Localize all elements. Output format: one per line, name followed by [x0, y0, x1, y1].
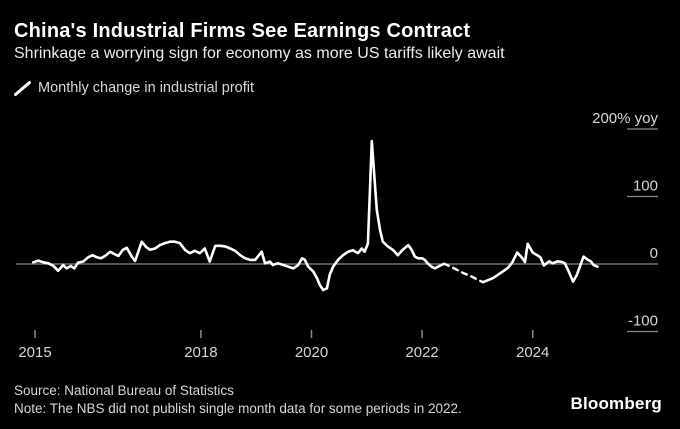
chart-title: China's Industrial Firms See Earnings Co…: [14, 20, 471, 42]
y-axis-label: 100: [633, 178, 658, 195]
x-axis-label: 2024: [516, 344, 549, 361]
y-axis-label: -100: [628, 313, 658, 330]
bloomberg-logo: Bloomberg: [570, 394, 662, 413]
x-axis-label: 2020: [295, 344, 328, 361]
x-axis-label: 2018: [184, 344, 217, 361]
profit-line-solid: [481, 242, 599, 284]
legend-label: Monthly change in industrial profit: [38, 80, 255, 96]
profit-line-dashed: [443, 262, 485, 284]
x-axis-label: 2022: [405, 344, 438, 361]
footnote: Note: The NBS did not publish single mon…: [14, 401, 462, 416]
chart-subtitle: Shrinkage a worrying sign for economy as…: [14, 45, 505, 62]
y-axis-label: 0: [650, 245, 658, 262]
source-note: Source: National Bureau of Statistics: [14, 383, 234, 398]
profit-line-solid: [31, 139, 446, 292]
y-axis-label: 200% yoy: [592, 110, 658, 127]
line-series-icon: [14, 80, 31, 96]
legend: Monthly change in industrial profit: [14, 80, 254, 96]
x-axis-label: 2015: [18, 344, 51, 361]
